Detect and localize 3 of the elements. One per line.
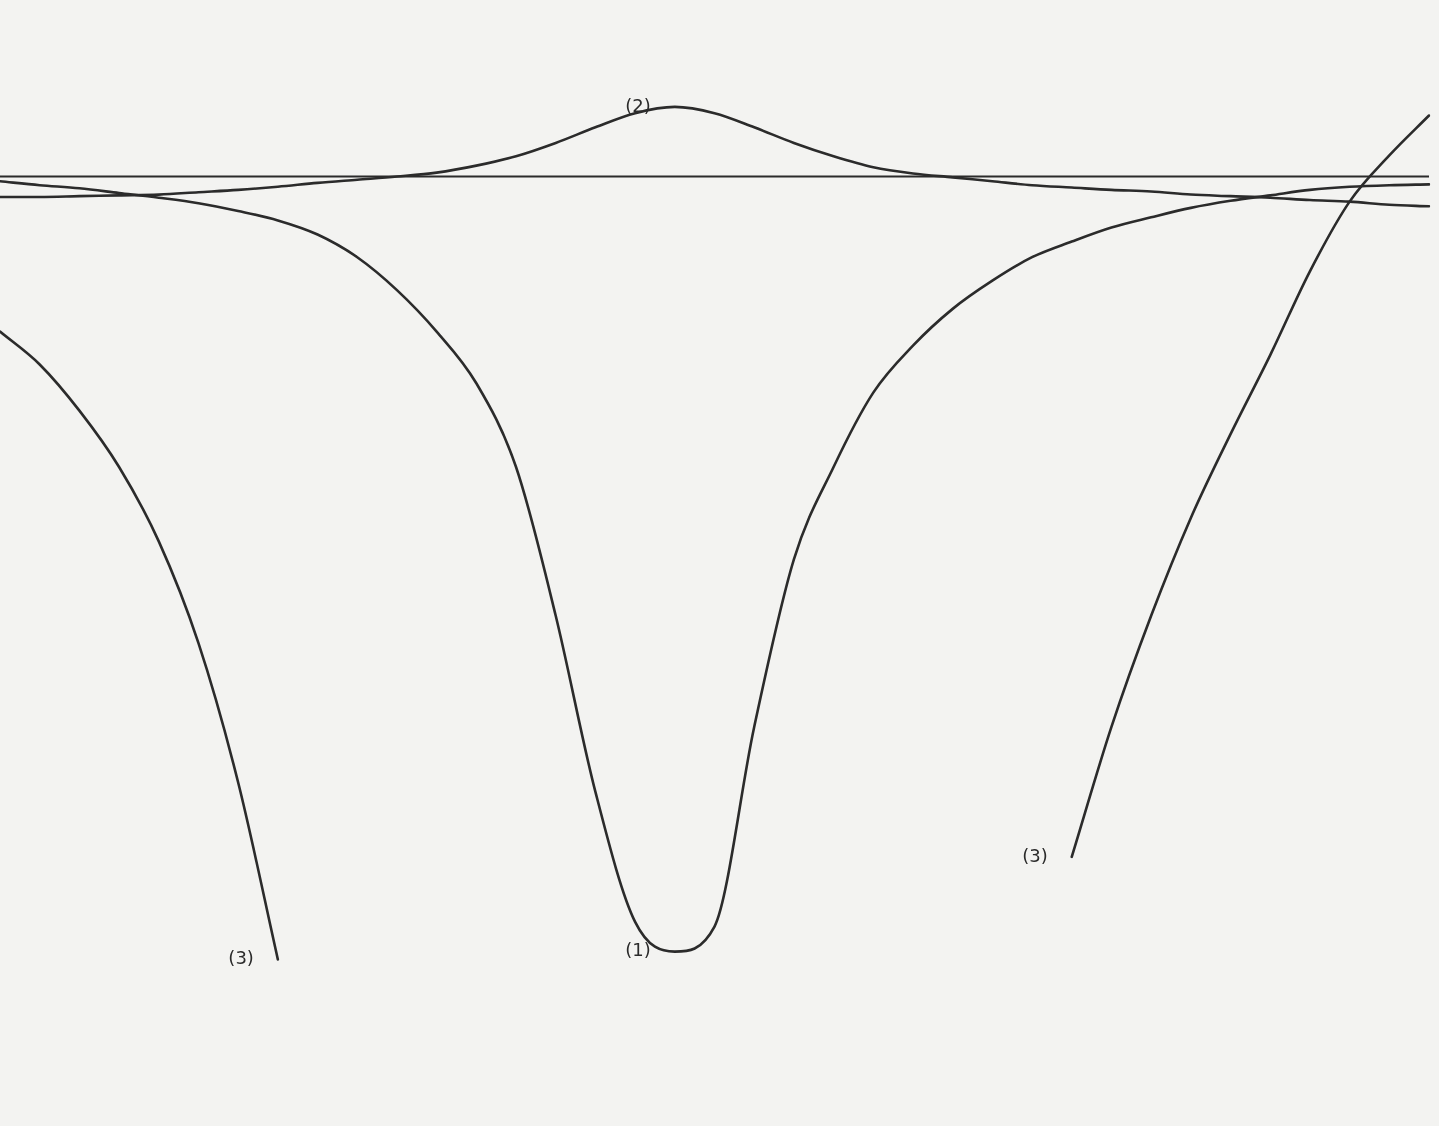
- series-label: (3): [1022, 844, 1048, 866]
- series-label: (1): [625, 939, 651, 961]
- series-label: (3): [228, 947, 254, 969]
